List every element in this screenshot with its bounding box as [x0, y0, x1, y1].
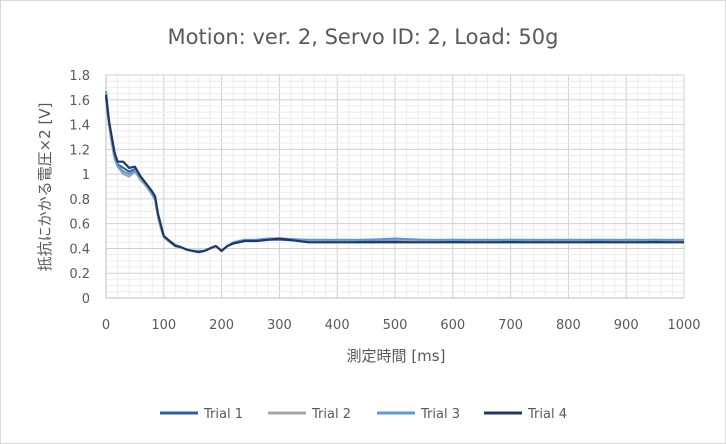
x-tick-label: 800: [556, 318, 581, 333]
legend-label-1: Trial 1: [203, 407, 243, 422]
axes: [105, 75, 684, 299]
chart-title: Motion: ver. 2, Servo ID: 2, Load: 50g: [168, 25, 559, 49]
grid: [105, 74, 685, 299]
y-tick-label: 0: [82, 292, 90, 307]
x-tick-label: 100: [151, 318, 176, 333]
legend-label-3: Trial 3: [420, 407, 460, 422]
x-tick-label: 700: [498, 318, 523, 333]
legend: Trial 1 Trial 2 Trial 3 Trial 4: [160, 407, 567, 422]
y-tick-label: 1.6: [69, 94, 90, 109]
y-tick-label: 0.6: [69, 218, 90, 233]
x-tick-label: 900: [614, 318, 639, 333]
series-lines: [104, 90, 685, 254]
legend-label-4: Trial 4: [527, 407, 567, 422]
x-tick-label: 1000: [667, 318, 700, 333]
x-tick-label: 400: [325, 318, 350, 333]
y-axis-label: 抵抗にかかる電圧×2 [V]: [36, 103, 54, 272]
series-line-4: [104, 94, 684, 254]
y-tick-label: 0.8: [69, 193, 90, 208]
x-axis-label: 測定時間 [ms]: [347, 347, 446, 365]
y-tick-label: 0.2: [69, 267, 90, 282]
x-tick-label: 500: [383, 318, 408, 333]
y-tick-label: 1.2: [69, 143, 90, 158]
x-tick-labels: 0 100 200 300 400 500 600 700 800 900 1000: [102, 318, 701, 333]
y-tick-label: 1.4: [69, 119, 90, 134]
y-tick-label: 1.8: [69, 69, 90, 84]
x-tick-label: 300: [267, 318, 292, 333]
y-tick-labels: 0 0.2 0.4 0.6 0.8 1 1.2 1.4 1.6 1.8: [69, 69, 90, 307]
legend-label-2: Trial 2: [311, 407, 351, 422]
y-tick-label: 0.4: [69, 242, 90, 257]
x-tick-label: 0: [102, 318, 110, 333]
x-tick-label: 600: [440, 318, 465, 333]
x-tick-label: 200: [209, 318, 234, 333]
y-tick-label: 1: [82, 168, 90, 183]
